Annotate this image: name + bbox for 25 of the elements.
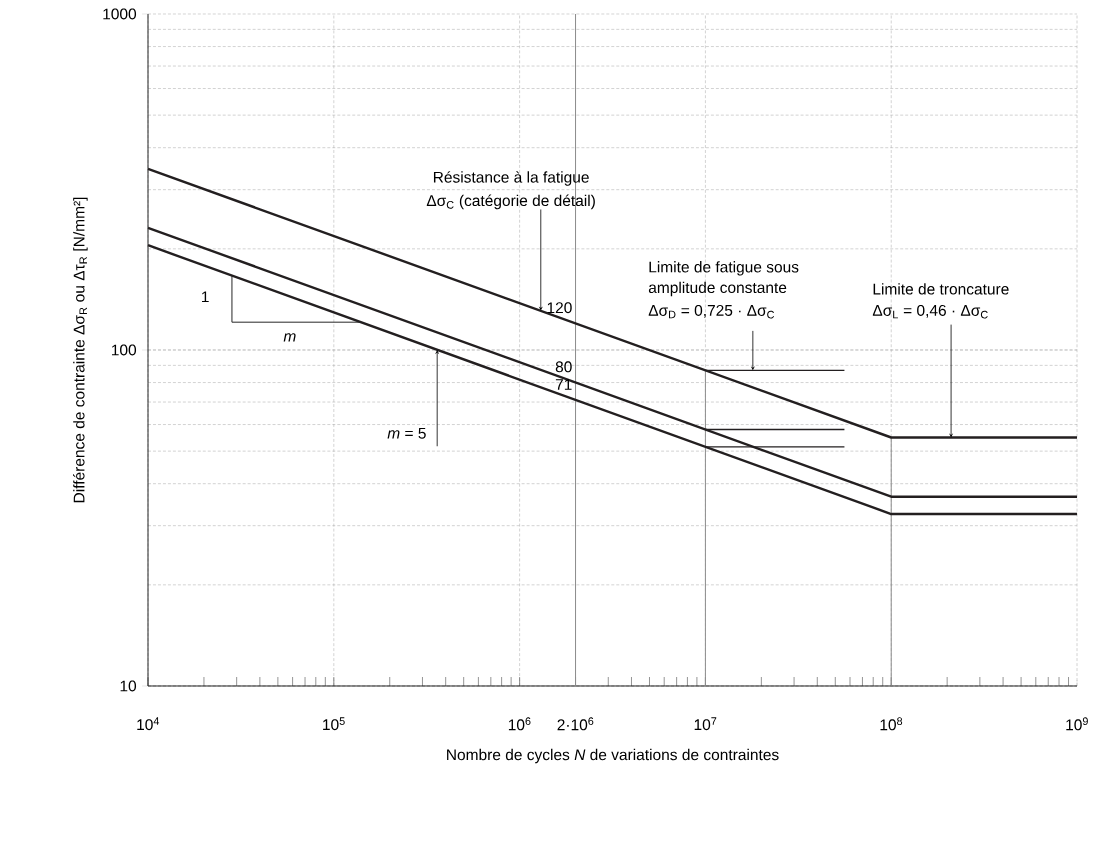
annotation: Δσ$_{C}$ (catégorie de détail) <box>426 194 595 210</box>
x-tick-label: 10$^{9}$ <box>1066 717 1088 731</box>
annotation: Limite de troncature <box>873 283 1009 295</box>
x-axis-title: Nombre de cycles N de variations de contraintes <box>447 748 779 764</box>
y-tick-label: 10 <box>120 680 137 692</box>
annotation: Limite de fatigue sous <box>649 261 799 276</box>
y-axis-title: Différence de contrainte Δσ$_{R}$ ou Δτ$_{R}$ [N/mm²] <box>73 197 88 503</box>
annotation: Δσ$_{L}$ = 0,46 · Δσ$_{C}$ <box>872 304 988 319</box>
y-tick-label: 1000 <box>103 8 137 20</box>
x-tick-label: 10$^{7}$ <box>694 717 717 731</box>
annotation: 80 <box>555 361 572 373</box>
annotation: m <box>283 333 296 342</box>
annotation: Δσ$_{D}$ = 0,725 · Δσ$_{C}$ <box>648 304 775 319</box>
x-tick-label: 10$^{4}$ <box>137 717 160 731</box>
y-tick-label: 100 <box>111 344 137 356</box>
x-tick-label: 10$^{8}$ <box>880 717 903 731</box>
annotation: 1 <box>202 291 209 303</box>
x-tick-label: 2·10$^{6}$ <box>557 717 594 731</box>
annotation: m = 5 <box>387 427 426 439</box>
annotation: 71 <box>555 379 572 390</box>
annotation: Résistance à la fatigue <box>433 171 589 186</box>
annotation: amplitude constante <box>648 281 787 297</box>
x-tick-label: 10$^{5}$ <box>323 717 345 731</box>
x-tick-label: 10$^{6}$ <box>508 717 531 731</box>
annotation: 120 <box>547 302 572 314</box>
